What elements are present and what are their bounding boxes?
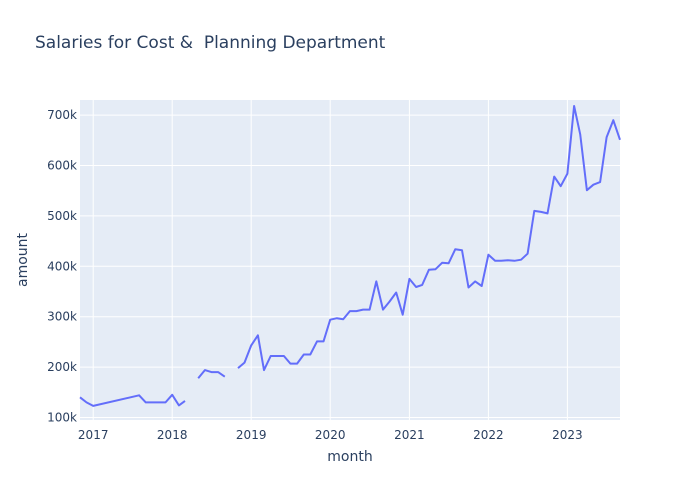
x-axis-title: month	[327, 449, 372, 465]
y-tick-label: 100k	[47, 410, 77, 424]
x-tick-label: 2019	[236, 428, 267, 442]
y-tick-label: 600k	[47, 159, 77, 173]
chart-title: Salaries for Cost & Planning Department	[35, 33, 386, 53]
y-tick-label: 700k	[47, 108, 77, 122]
plot-area	[80, 100, 620, 420]
series-line-segment	[79, 393, 186, 407]
x-tick-label: 2023	[552, 428, 583, 442]
x-tick-label: 2022	[473, 428, 504, 442]
x-tick-label: 2020	[315, 428, 346, 442]
x-tick-label: 2018	[157, 428, 188, 442]
y-tick-label: 400k	[47, 259, 77, 273]
y-tick-label: 500k	[47, 209, 77, 223]
x-tick-label: 2021	[394, 428, 425, 442]
series-line-segment	[197, 369, 226, 379]
y-tick-labels: 100k 200k 300k 400k 500k 600k 700k	[47, 108, 77, 424]
series-line-segment	[237, 105, 621, 372]
grid	[80, 100, 620, 420]
x-tick-labels: 2017 2018 2019 2020 2021 2022 2023	[78, 428, 583, 442]
y-tick-label: 200k	[47, 360, 77, 374]
series-lines	[79, 105, 621, 407]
x-tick-label: 2017	[78, 428, 109, 442]
y-tick-label: 300k	[47, 310, 77, 324]
y-axis-title: amount	[15, 232, 31, 287]
